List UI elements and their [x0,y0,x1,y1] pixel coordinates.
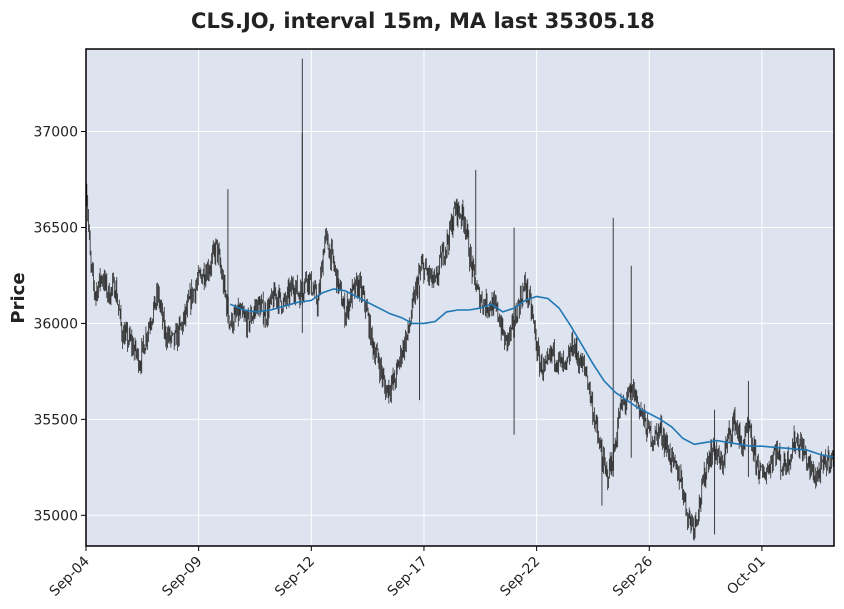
y-tick-label: 35000 [33,508,78,524]
x-tick-label: Sep-17 [385,554,431,600]
moving-average [229,288,835,458]
x-tick-label: Sep-22 [497,554,543,600]
x-tick-label: Sep-04 [47,553,93,599]
x-axis-ticks: Sep-04 Sep-09 Sep-12 Sep-17 Sep-22 Sep-26 Oct-… [47,546,769,600]
x-tick-label: Sep-12 [272,554,318,600]
y-tick-label: 36000 [33,316,78,332]
plot-frame [85,48,835,547]
y-axis-label: Price [8,272,29,323]
x-tick-label: Oct-01 [724,554,769,599]
x-tick-label: Sep-26 [610,553,656,599]
y-tick-label: 36500 [33,220,78,236]
y-axis-ticks: 35000 35500 36000 36500 37000 [33,125,86,524]
x-tick-label: Sep-09 [159,554,205,600]
price-candles [85,58,835,541]
y-tick-label: 35500 [33,412,78,428]
chart-title: CLS.JO, interval 15m, MA last 35305.18 [191,9,655,33]
moving-average-line [229,288,835,458]
y-tick-label: 37000 [33,125,78,141]
grid [85,49,834,546]
